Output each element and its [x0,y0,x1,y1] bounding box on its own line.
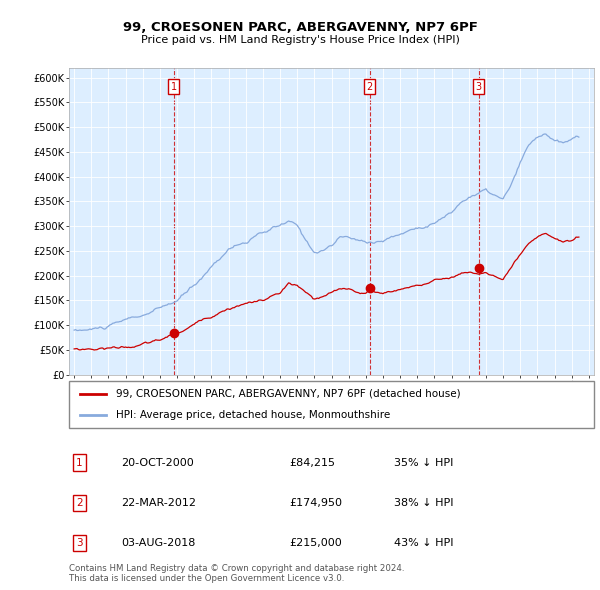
Text: 1: 1 [76,458,83,468]
Text: 99, CROESONEN PARC, ABERGAVENNY, NP7 6PF: 99, CROESONEN PARC, ABERGAVENNY, NP7 6PF [122,21,478,34]
Text: 2: 2 [76,498,83,508]
Text: £215,000: £215,000 [290,538,342,548]
Text: 3: 3 [476,81,482,91]
Text: 2: 2 [367,81,373,91]
Text: HPI: Average price, detached house, Monmouthshire: HPI: Average price, detached house, Monm… [116,409,391,419]
Text: 22-MAR-2012: 22-MAR-2012 [121,498,197,508]
Text: £174,950: £174,950 [290,498,343,508]
Text: 20-OCT-2000: 20-OCT-2000 [121,458,194,468]
Text: £84,215: £84,215 [290,458,335,468]
Text: 38% ↓ HPI: 38% ↓ HPI [395,498,454,508]
Text: 1: 1 [170,81,177,91]
Text: 43% ↓ HPI: 43% ↓ HPI [395,538,454,548]
FancyBboxPatch shape [69,381,594,428]
Text: Contains HM Land Registry data © Crown copyright and database right 2024.
This d: Contains HM Land Registry data © Crown c… [69,563,404,583]
Text: 35% ↓ HPI: 35% ↓ HPI [395,458,454,468]
Text: 03-AUG-2018: 03-AUG-2018 [121,538,196,548]
Text: 99, CROESONEN PARC, ABERGAVENNY, NP7 6PF (detached house): 99, CROESONEN PARC, ABERGAVENNY, NP7 6PF… [116,389,461,399]
Text: Price paid vs. HM Land Registry's House Price Index (HPI): Price paid vs. HM Land Registry's House … [140,35,460,45]
Text: 3: 3 [76,538,83,548]
